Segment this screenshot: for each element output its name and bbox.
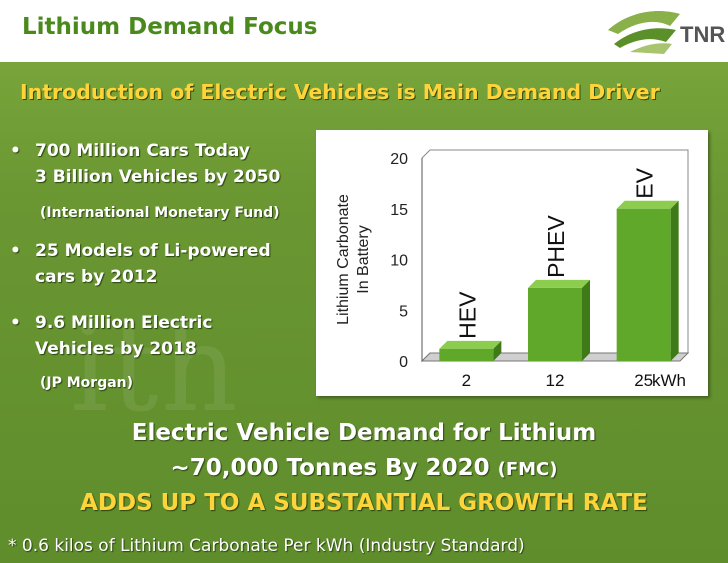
- bar-side: [493, 340, 502, 361]
- y-tick-label: 0: [399, 354, 408, 371]
- lithium-chart: 0 5 10 15 20 Lithium Carbonate In Battery HEV 2 P…: [316, 130, 708, 396]
- y-tick-label: 5: [399, 303, 408, 320]
- bar: [528, 287, 582, 361]
- claim-amount: ~70,000 Tonnes By 2020: [170, 455, 498, 481]
- x-tick-label: 12: [546, 371, 565, 390]
- claim-line-1: Electric Vehicle Demand for Lithium: [131, 420, 597, 446]
- bullet-marker: •: [10, 241, 21, 261]
- bar-top: [528, 279, 590, 288]
- y-axis-title: Lithium Carbonate: [335, 194, 352, 325]
- bar-top: [439, 340, 502, 349]
- y-tick-label: 20: [390, 151, 408, 168]
- bullet-marker: •: [10, 313, 21, 333]
- bullet-line: 3 Billion Vehicles by 2050: [35, 167, 281, 187]
- bullet-marker: •: [10, 141, 21, 161]
- bullet-source: (International Monetary Fund): [40, 205, 280, 221]
- logo-text: TNR: [680, 22, 725, 47]
- x-unit-label: kWh: [652, 371, 686, 390]
- bar-side: [670, 200, 679, 361]
- bullet-line: 700 Million Cars Today: [35, 141, 250, 161]
- bullet-source: (JP Morgan): [40, 375, 134, 391]
- claim-source: (FMC): [497, 459, 558, 480]
- tnr-logo: TNR: [608, 11, 725, 54]
- bar-label: HEV: [454, 291, 480, 339]
- bar-label: EV: [632, 167, 658, 198]
- claim-line-2: ~70,000 Tonnes By 2020 (FMC): [0, 455, 728, 481]
- page-title: Lithium Demand Focus: [22, 14, 318, 40]
- y-tick-label: 15: [390, 202, 408, 219]
- background-watermark: ith: [70, 300, 240, 439]
- header-bar: Lithium Demand Focus TNR: [0, 0, 728, 62]
- y-axis-title: In Battery: [355, 225, 372, 293]
- bullet-line: 9.6 Million Electric: [35, 313, 213, 333]
- chart-canvas: 0 5 10 15 20 Lithium Carbonate In Battery HEV 2 P…: [335, 149, 690, 390]
- slide-subtitle: Introduction of Electric Vehicles is Mai…: [20, 80, 660, 104]
- bullet-line: Vehicles by 2018: [35, 339, 197, 359]
- x-tick-label: 2: [462, 371, 471, 390]
- bar: [439, 348, 494, 361]
- bullet-line: 25 Models of Li-powered: [35, 241, 271, 261]
- bar-label: PHEV: [543, 215, 569, 278]
- bullet-line: cars by 2012: [35, 267, 158, 287]
- y-tick-label: 10: [390, 253, 408, 270]
- x-tick-label: 25: [634, 371, 653, 390]
- bar: [616, 208, 671, 361]
- footnote: * 0.6 kilos of Lithium Carbonate Per kWh…: [8, 536, 525, 556]
- bar-side: [582, 279, 590, 361]
- growth-headline: ADDS UP TO A SUBSTANTIAL GROWTH RATE: [80, 490, 648, 516]
- bar-top: [616, 200, 679, 209]
